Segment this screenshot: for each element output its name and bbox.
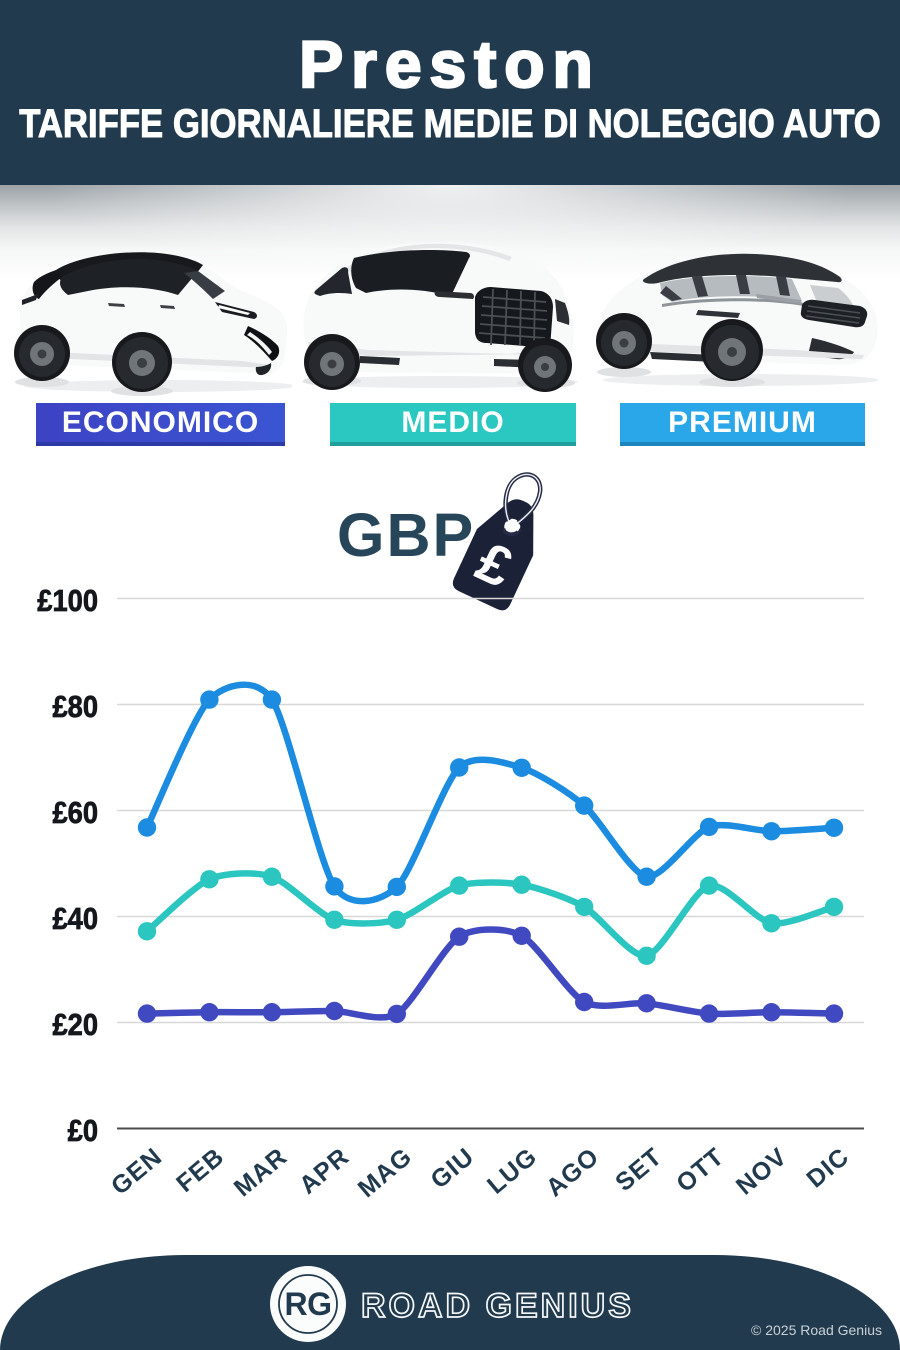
svg-text:RG: RG bbox=[285, 1286, 332, 1322]
